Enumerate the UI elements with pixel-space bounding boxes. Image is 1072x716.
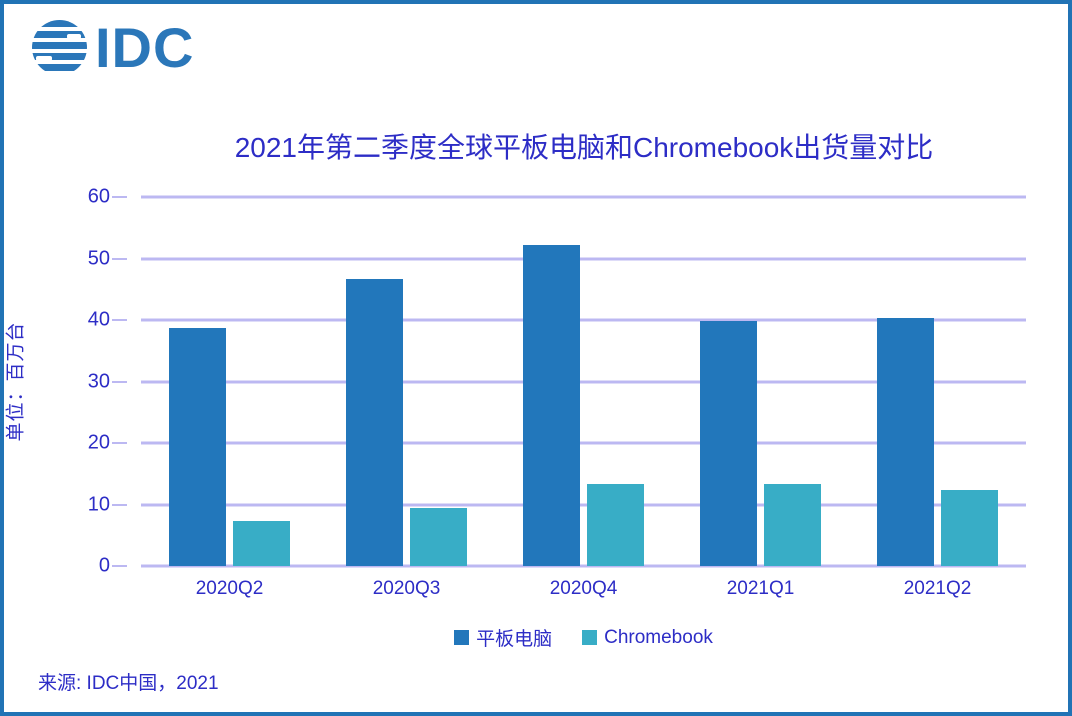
- legend-swatch-chromebook: [582, 630, 598, 645]
- bar-tablet-2020Q4: [523, 244, 580, 566]
- x-label-2020Q2: 2020Q2: [195, 578, 264, 599]
- bar-chromebook-2020Q3: [410, 508, 467, 566]
- x-label-2020Q3: 2020Q3: [372, 578, 441, 599]
- x-label-2020Q4: 2020Q4: [549, 578, 618, 599]
- bar-tablet-2021Q1: [700, 320, 757, 566]
- y-tick-mark-0: [112, 565, 127, 567]
- y-tick-label-10: 10: [87, 493, 110, 515]
- bar-tablet-2021Q2: [877, 318, 934, 566]
- y-tick-mark-20: [112, 442, 127, 444]
- gridline-40: [141, 318, 1026, 322]
- y-axis-tick-labels: 0 10 20 30 40 50 60: [44, 186, 110, 577]
- bar-chromebook-2020Q4: [587, 483, 644, 566]
- gridline-0: [141, 564, 1026, 568]
- bar-group-2021Q2: [849, 197, 1026, 566]
- legend-label-tablet: 平板电脑: [476, 629, 553, 650]
- gridline-30: [141, 380, 1026, 383]
- gridline-60: [141, 195, 1026, 199]
- y-tick-label-40: 40: [87, 308, 110, 331]
- legend-label-chromebook: Chromebook: [604, 626, 713, 648]
- gridline-10: [141, 503, 1026, 506]
- gridline-50: [141, 257, 1026, 260]
- y-tick-mark-10: [112, 503, 127, 506]
- bar-group-2020Q4: [495, 197, 672, 566]
- legend-item-tablet: 平板电脑: [454, 624, 552, 651]
- chart-legend: 平板电脑 Chromebook: [141, 624, 1026, 651]
- y-tick-label-50: 50: [87, 247, 110, 269]
- idc-logo-text: IDC: [95, 16, 195, 79]
- legend-swatch-tablet: [454, 630, 470, 645]
- bar-group-2020Q2: [141, 197, 318, 566]
- y-tick-mark-60: [112, 196, 127, 198]
- x-label-2021Q2: 2021Q2: [903, 578, 972, 599]
- plot-area: [141, 195, 1026, 568]
- bar-tablet-2020Q3: [346, 278, 403, 566]
- bar-group-2021Q1: [672, 197, 849, 566]
- y-tick-label-60: 60: [87, 185, 110, 208]
- gridline-20: [141, 441, 1026, 445]
- idc-logo: IDC: [32, 16, 195, 79]
- y-tick-label-30: 30: [87, 370, 110, 392]
- y-tick-label-0: 0: [98, 554, 110, 577]
- bar-group-2020Q3: [318, 197, 495, 566]
- idc-globe-icon: [32, 20, 87, 75]
- y-tick-mark-50: [112, 257, 127, 260]
- bar-chromebook-2021Q2: [941, 489, 998, 566]
- x-axis-labels: 2020Q2 2020Q3 2020Q4 2021Q1 2021Q2: [141, 578, 1026, 600]
- y-axis-title: 单位：百万台: [5, 321, 27, 442]
- y-axis-tick-marks: [112, 196, 127, 567]
- chart-title: 2021年第二季度全球平板电脑和Chromebook出货量对比: [234, 132, 934, 163]
- bar-chromebook-2020Q2: [233, 521, 290, 566]
- source-note: 来源: IDC中国，2021: [38, 673, 219, 694]
- x-label-2021Q1: 2021Q1: [726, 578, 795, 599]
- legend-item-chromebook: Chromebook: [582, 624, 713, 651]
- bar-tablet-2020Q2: [169, 328, 226, 566]
- bar-chromebook-2021Q1: [764, 483, 821, 566]
- y-tick-label-20: 20: [87, 431, 110, 454]
- y-tick-mark-30: [112, 380, 127, 383]
- y-tick-mark-40: [112, 319, 127, 321]
